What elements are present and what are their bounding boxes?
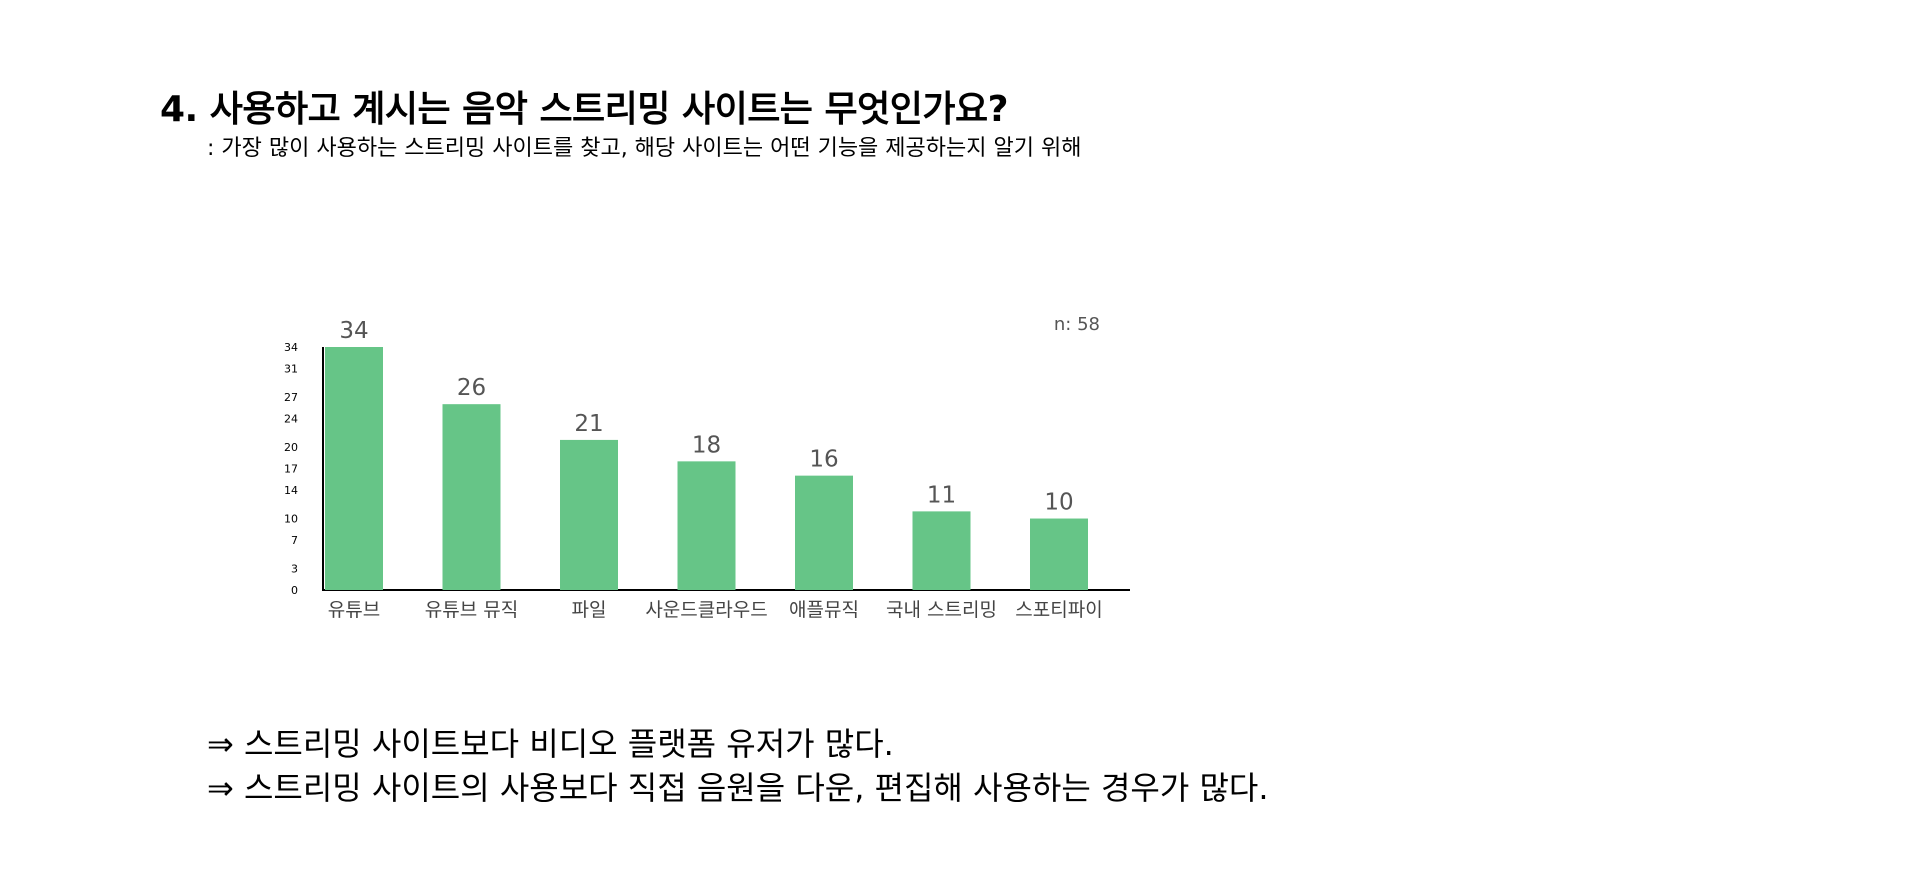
category-label: 유튜브 뮤직	[425, 599, 518, 621]
slide-subtitle: : 가장 많이 사용하는 스트리밍 사이트를 찾고, 해당 사이트는 어떤 기능…	[207, 136, 1082, 161]
sample-size-annotation: n: 58	[1054, 314, 1100, 335]
y-tick-label: 24	[284, 412, 298, 425]
bar	[560, 439, 618, 590]
bar-value-label: 26	[457, 375, 486, 401]
bar-value-label: 18	[692, 432, 721, 458]
category-label: 국내 스트리밍	[886, 599, 997, 621]
bar	[1030, 518, 1088, 590]
y-tick-label: 10	[284, 513, 298, 526]
bar-value-label: 16	[809, 447, 838, 473]
bar-value-label: 11	[927, 482, 956, 508]
bar	[912, 511, 971, 590]
category-label: 스포티파이	[1015, 599, 1102, 621]
conclusion-line-1: ⇒ 스트리밍 사이트보다 비디오 플랫폼 유저가 많다.	[207, 725, 894, 763]
y-tick-label: 34	[284, 341, 298, 354]
y-tick-label: 27	[284, 391, 298, 404]
bar-value-label: 10	[1044, 490, 1073, 516]
conclusions: ⇒ 스트리밍 사이트보다 비디오 플랫폼 유저가 많다. ⇒ 스트리밍 사이트의…	[207, 722, 1269, 810]
category-label: 유튜브	[328, 599, 380, 621]
y-tick-label: 0	[291, 584, 298, 597]
category-label: 애플뮤직	[789, 599, 859, 621]
bar-value-label: 21	[574, 411, 603, 437]
conclusion-line-2: ⇒ 스트리밍 사이트의 사용보다 직접 음원을 다운, 편집해 사용하는 경우가…	[207, 769, 1269, 807]
bar-chart: 0 3 7 10 14 17 20 24 27 31 34 34 유튜브 26 유튜브 뮤직 21 파일 18 사운…	[284, 314, 1130, 621]
y-tick-label: 20	[284, 441, 298, 454]
y-tick-label: 17	[284, 463, 298, 476]
bar	[677, 461, 736, 590]
y-tick-label: 7	[291, 534, 298, 547]
slide-title: 4. 사용하고 계시는 음악 스트리밍 사이트는 무엇인가요?	[160, 89, 1008, 130]
y-tick-label: 3	[291, 563, 298, 576]
bar	[325, 347, 383, 590]
bar-value-label: 34	[339, 318, 368, 344]
y-tick-label: 14	[284, 484, 298, 497]
category-label: 파일	[572, 599, 607, 621]
bar	[442, 404, 501, 590]
category-label: 사운드클라우드	[645, 599, 767, 621]
bar	[795, 475, 853, 590]
y-tick-label: 31	[284, 362, 298, 375]
